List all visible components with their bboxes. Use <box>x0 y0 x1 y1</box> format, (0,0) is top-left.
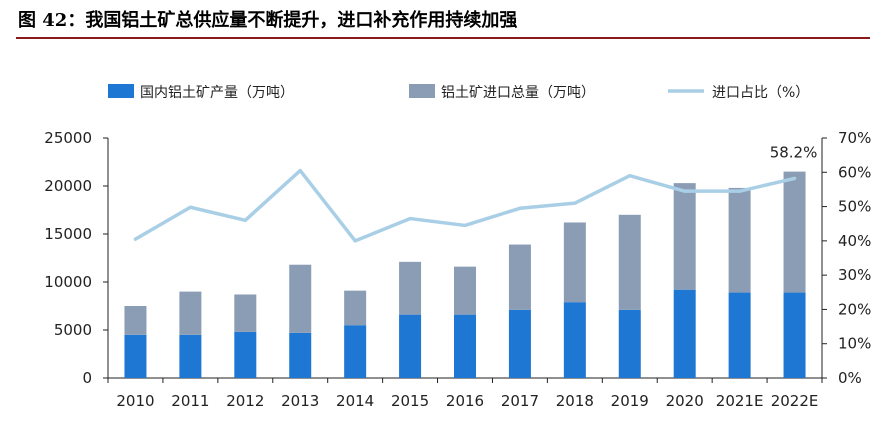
y-right-tick-label: 20% <box>838 300 871 318</box>
x-tick-label: 2016 <box>446 392 484 410</box>
y-right-tick-label: 30% <box>838 266 871 284</box>
legend-domestic-label: 国内铝土矿产量（万吨） <box>140 85 294 101</box>
bar-imports-2020 <box>673 183 696 290</box>
bar-domestic-2012 <box>234 331 257 378</box>
x-tick-label: 2017 <box>501 392 539 410</box>
legend-imports-label: 铝土矿进口总量（万吨） <box>441 85 595 101</box>
legend-ratio-label: 进口占比（%） <box>712 85 809 101</box>
ratio-point-2021E <box>738 189 742 193</box>
bar-imports-2010 <box>124 306 147 335</box>
bar-domestic-2014 <box>344 325 367 378</box>
x-tick-label: 2021E <box>716 392 764 410</box>
ratio-point-2011 <box>188 205 192 209</box>
bar-domestic-2018 <box>563 302 586 378</box>
x-tick-label: 2022E <box>771 392 819 410</box>
bar-imports-2016 <box>454 266 476 315</box>
y-left-tick-label: 5000 <box>54 321 92 339</box>
y-right-tick-label: 10% <box>838 335 871 353</box>
x-tick-label: 2011 <box>171 392 209 410</box>
ratio-point-2018 <box>573 201 577 205</box>
legend-domestic-swatch <box>108 84 134 98</box>
ratio-point-2020 <box>683 189 687 193</box>
bar-domestic-2010 <box>124 334 147 378</box>
x-tick-label: 2014 <box>336 392 374 410</box>
y-right-tick-label: 60% <box>838 163 871 181</box>
y-left-tick-label: 20000 <box>44 177 92 195</box>
bar-imports-2017 <box>508 244 531 310</box>
bar-domestic-2017 <box>508 309 531 378</box>
bar-imports-2011 <box>179 291 202 335</box>
ratio-point-2014 <box>353 239 357 243</box>
ratio-point-2015 <box>408 217 412 221</box>
bar-domestic-2022E <box>783 292 806 378</box>
x-tick-label: 2020 <box>666 392 704 410</box>
bar-imports-2014 <box>344 290 367 326</box>
bar-imports-2018 <box>563 222 586 303</box>
ratio-point-2019 <box>628 174 632 178</box>
y-left-tick-label: 15000 <box>44 225 92 243</box>
x-tick-label: 2015 <box>391 392 429 410</box>
x-tick-label: 2019 <box>611 392 649 410</box>
y-left-tick-label: 10000 <box>44 273 92 291</box>
bar-imports-2022E <box>783 171 806 293</box>
ratio-point-2022E <box>793 176 797 180</box>
x-tick-label: 2013 <box>281 392 319 410</box>
ratio-point-2016 <box>463 223 467 227</box>
bar-imports-2021E <box>728 187 751 293</box>
x-tick-label: 2010 <box>116 392 154 410</box>
bar-imports-2013 <box>289 264 312 333</box>
ratio-point-2013 <box>298 169 302 173</box>
bar-imports-2019 <box>618 214 641 310</box>
bar-domestic-2015 <box>399 314 422 378</box>
ratio-point-2017 <box>518 206 522 210</box>
y-right-tick-label: 70% <box>838 129 871 147</box>
y-right-tick-label: 50% <box>838 198 871 216</box>
figure-title: 图 42：我国铝土矿总供应量不断提升，进口补充作用持续加强 <box>18 10 518 31</box>
bar-domestic-2016 <box>454 314 476 378</box>
y-left-tick-label: 0 <box>82 369 92 387</box>
legend-imports-swatch <box>409 84 435 98</box>
y-right-tick-label: 40% <box>838 232 871 250</box>
bar-domestic-2019 <box>618 309 641 378</box>
x-tick-label: 2018 <box>556 392 594 410</box>
bar-imports-2015 <box>399 261 422 315</box>
y-left-tick-label: 25000 <box>44 129 92 147</box>
bar-domestic-2011 <box>179 334 202 378</box>
x-tick-label: 2012 <box>226 392 264 410</box>
bar-domestic-2021E <box>728 292 751 378</box>
ratio-point-2012 <box>243 218 247 222</box>
ratio-point-2010 <box>133 237 137 241</box>
bar-imports-2012 <box>234 294 257 332</box>
bar-domestic-2020 <box>673 289 696 378</box>
title-rule <box>16 37 870 39</box>
data-label-ratio-2022E: 58.2% <box>770 143 818 161</box>
bar-domestic-2013 <box>289 332 312 378</box>
y-right-tick-label: 0% <box>838 369 862 387</box>
